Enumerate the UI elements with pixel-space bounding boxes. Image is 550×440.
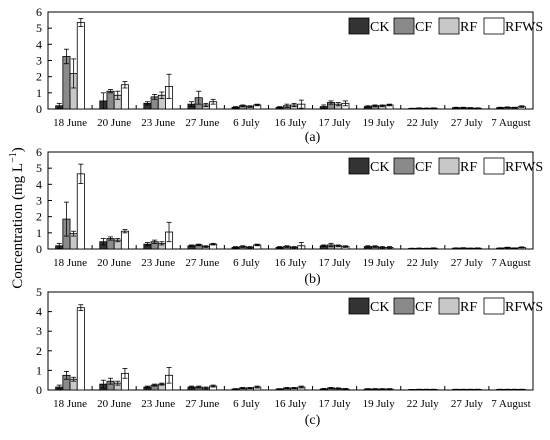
- bar-rfws-18-june: [76, 307, 85, 391]
- legend-label-cf: CF: [415, 160, 432, 175]
- legend-swatch-rfws: [483, 297, 505, 315]
- y-tick-label: 4: [36, 177, 42, 191]
- y-tick-label: 4: [36, 37, 42, 51]
- y-tick-label: 2: [36, 344, 42, 358]
- legend-label-cf: CF: [415, 300, 432, 315]
- x-tick-label-7-august: 7 August: [491, 117, 530, 129]
- y-axis-label: Concentration (mg L−1): [8, 147, 26, 288]
- chart-panels: 0 1 2 3 4 5 6 18 June 20 June 23 June 27 June 6 Jul…: [36, 5, 543, 428]
- y-tick-label: 1: [36, 363, 42, 377]
- legend-swatch-rfws: [483, 17, 505, 35]
- panel-label: (b): [304, 272, 321, 287]
- x-tick-label-22-july: 22 July: [407, 257, 440, 269]
- x-tick-label-6-july: 6 July: [233, 117, 260, 129]
- x-tick-label-27-june: 27 June: [185, 398, 219, 410]
- y-tick-label: 3: [36, 324, 42, 338]
- legend-label-ck: CK: [370, 160, 389, 175]
- x-tick-label-16-july: 16 July: [274, 117, 307, 129]
- bar-cf-20-june: [106, 90, 115, 110]
- legend-swatch-ck: [348, 17, 370, 35]
- legend-label-ck: CK: [370, 20, 389, 35]
- bar-rfws-20-june: [120, 230, 129, 250]
- x-tick-label-19-july: 19 July: [363, 117, 396, 129]
- y-tick-label: 5: [36, 161, 42, 175]
- legend-swatch-rf: [438, 297, 460, 315]
- chart-panel-1: 0 1 2 3 4 5 6 18 June 20 June 23 June 27 June 6 Jul…: [36, 5, 543, 145]
- y-tick-label: 3: [36, 194, 42, 208]
- x-tick-label-23-june: 23 June: [141, 257, 175, 269]
- legend-label-cf: CF: [415, 20, 432, 35]
- x-tick-label-23-june: 23 June: [141, 398, 175, 410]
- panel-label: (c): [305, 413, 321, 428]
- x-tick-label-17-july: 17 July: [319, 257, 352, 269]
- x-tick-label-18-june: 18 June: [53, 398, 87, 410]
- legend-swatch-cf: [393, 17, 415, 35]
- y-tick-label: 3: [36, 54, 42, 68]
- x-tick-label-20-june: 20 June: [97, 257, 131, 269]
- legend-swatch-ck: [348, 297, 370, 315]
- y-tick-label: 0: [36, 102, 42, 116]
- x-tick-label-17-july: 17 July: [319, 398, 352, 410]
- x-tick-label-18-june: 18 June: [53, 257, 87, 269]
- y-tick-label: 5: [36, 21, 42, 35]
- legend-swatch-rfws: [483, 157, 505, 175]
- x-tick-label-19-july: 19 July: [363, 398, 396, 410]
- legend-swatch-rf: [438, 17, 460, 35]
- legend-swatch-cf: [393, 297, 415, 315]
- y-tick-label: 6: [36, 145, 42, 159]
- y-tick-label: 6: [36, 5, 42, 19]
- x-tick-label-22-july: 22 July: [407, 117, 440, 129]
- y-tick-label: 2: [36, 70, 42, 84]
- chart-panel-3: 0 1 2 3 4 5 18 June 20 June 23 June 27 June 6 July…: [36, 285, 543, 428]
- x-tick-label-20-june: 20 June: [97, 398, 131, 410]
- legend-swatch-ck: [348, 157, 370, 175]
- legend: CK CF RF RFWS: [348, 157, 543, 175]
- y-tick-label: 0: [36, 383, 42, 397]
- x-tick-label-27-june: 27 June: [185, 117, 219, 129]
- legend-swatch-cf: [393, 157, 415, 175]
- x-tick-label-7-august: 7 August: [491, 257, 530, 269]
- y-axis-label-unit-exponent: −1: [8, 152, 19, 163]
- y-tick-label: 4: [36, 305, 42, 319]
- y-axis-label-close: ): [10, 147, 26, 152]
- x-tick-label-20-june: 20 June: [97, 117, 131, 129]
- y-tick-label: 1: [36, 226, 42, 240]
- x-tick-label-18-june: 18 June: [53, 117, 87, 129]
- chart-panel-2: 0 1 2 3 4 5 6 18 June 20 June 23 June 27 June 6 Jul…: [36, 145, 543, 287]
- legend-label-ck: CK: [370, 300, 389, 315]
- bar-rfws-20-june: [120, 84, 129, 110]
- x-tick-label-27-july: 27 July: [451, 398, 484, 410]
- x-tick-label-23-june: 23 June: [141, 117, 175, 129]
- x-tick-label-17-july: 17 July: [319, 117, 352, 129]
- legend-label-rfws: RFWS: [505, 20, 543, 35]
- y-tick-label: 2: [36, 210, 42, 224]
- bar-rfws-18-june: [76, 173, 85, 250]
- legend-label-rfws: RFWS: [505, 160, 543, 175]
- panel-label: (a): [305, 130, 321, 145]
- y-tick-label: 0: [36, 242, 42, 256]
- x-tick-label-19-july: 19 July: [363, 257, 396, 269]
- x-tick-label-6-july: 6 July: [233, 398, 260, 410]
- bar-cf-18-june: [62, 56, 71, 110]
- x-tick-label-22-july: 22 July: [407, 398, 440, 410]
- x-tick-label-16-july: 16 July: [274, 398, 307, 410]
- y-axis-label-text: Concentration (mg L: [10, 163, 26, 289]
- x-tick-label-16-july: 16 July: [274, 257, 307, 269]
- legend-label-rf: RF: [460, 160, 477, 175]
- legend: CK CF RF RFWS: [348, 297, 543, 315]
- x-tick-label-27-june: 27 June: [185, 257, 219, 269]
- x-tick-label-27-july: 27 July: [451, 257, 484, 269]
- legend-label-rfws: RFWS: [505, 300, 543, 315]
- y-tick-label: 1: [36, 86, 42, 100]
- x-tick-label-7-august: 7 August: [491, 398, 530, 410]
- bar-rfws-18-june: [76, 22, 85, 110]
- x-tick-label-27-july: 27 July: [451, 117, 484, 129]
- legend-label-rf: RF: [460, 20, 477, 35]
- legend-swatch-rf: [438, 157, 460, 175]
- x-tick-label-6-july: 6 July: [233, 257, 260, 269]
- y-tick-label: 5: [36, 285, 42, 299]
- legend: CK CF RF RFWS: [348, 17, 543, 35]
- legend-label-rf: RF: [460, 300, 477, 315]
